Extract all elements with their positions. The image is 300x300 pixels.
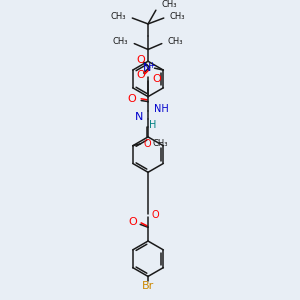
Text: CH₃: CH₃ bbox=[162, 0, 177, 9]
Text: CH₃: CH₃ bbox=[111, 12, 126, 21]
Text: O: O bbox=[152, 74, 161, 84]
Text: H: H bbox=[149, 120, 157, 130]
Text: CH₃: CH₃ bbox=[113, 37, 128, 46]
Text: O: O bbox=[136, 70, 145, 80]
Text: N: N bbox=[143, 63, 152, 73]
Text: CH₃: CH₃ bbox=[168, 37, 183, 46]
Text: O: O bbox=[136, 55, 145, 65]
Text: O: O bbox=[143, 139, 151, 149]
Text: CH₃: CH₃ bbox=[169, 12, 185, 21]
Text: Br: Br bbox=[142, 281, 154, 291]
Text: CH₃: CH₃ bbox=[152, 139, 168, 148]
Text: O: O bbox=[152, 209, 160, 220]
Text: NH: NH bbox=[154, 104, 169, 114]
Text: N: N bbox=[135, 112, 143, 122]
Text: O: O bbox=[128, 218, 137, 227]
Text: +: + bbox=[148, 61, 155, 70]
Text: O: O bbox=[128, 94, 136, 103]
